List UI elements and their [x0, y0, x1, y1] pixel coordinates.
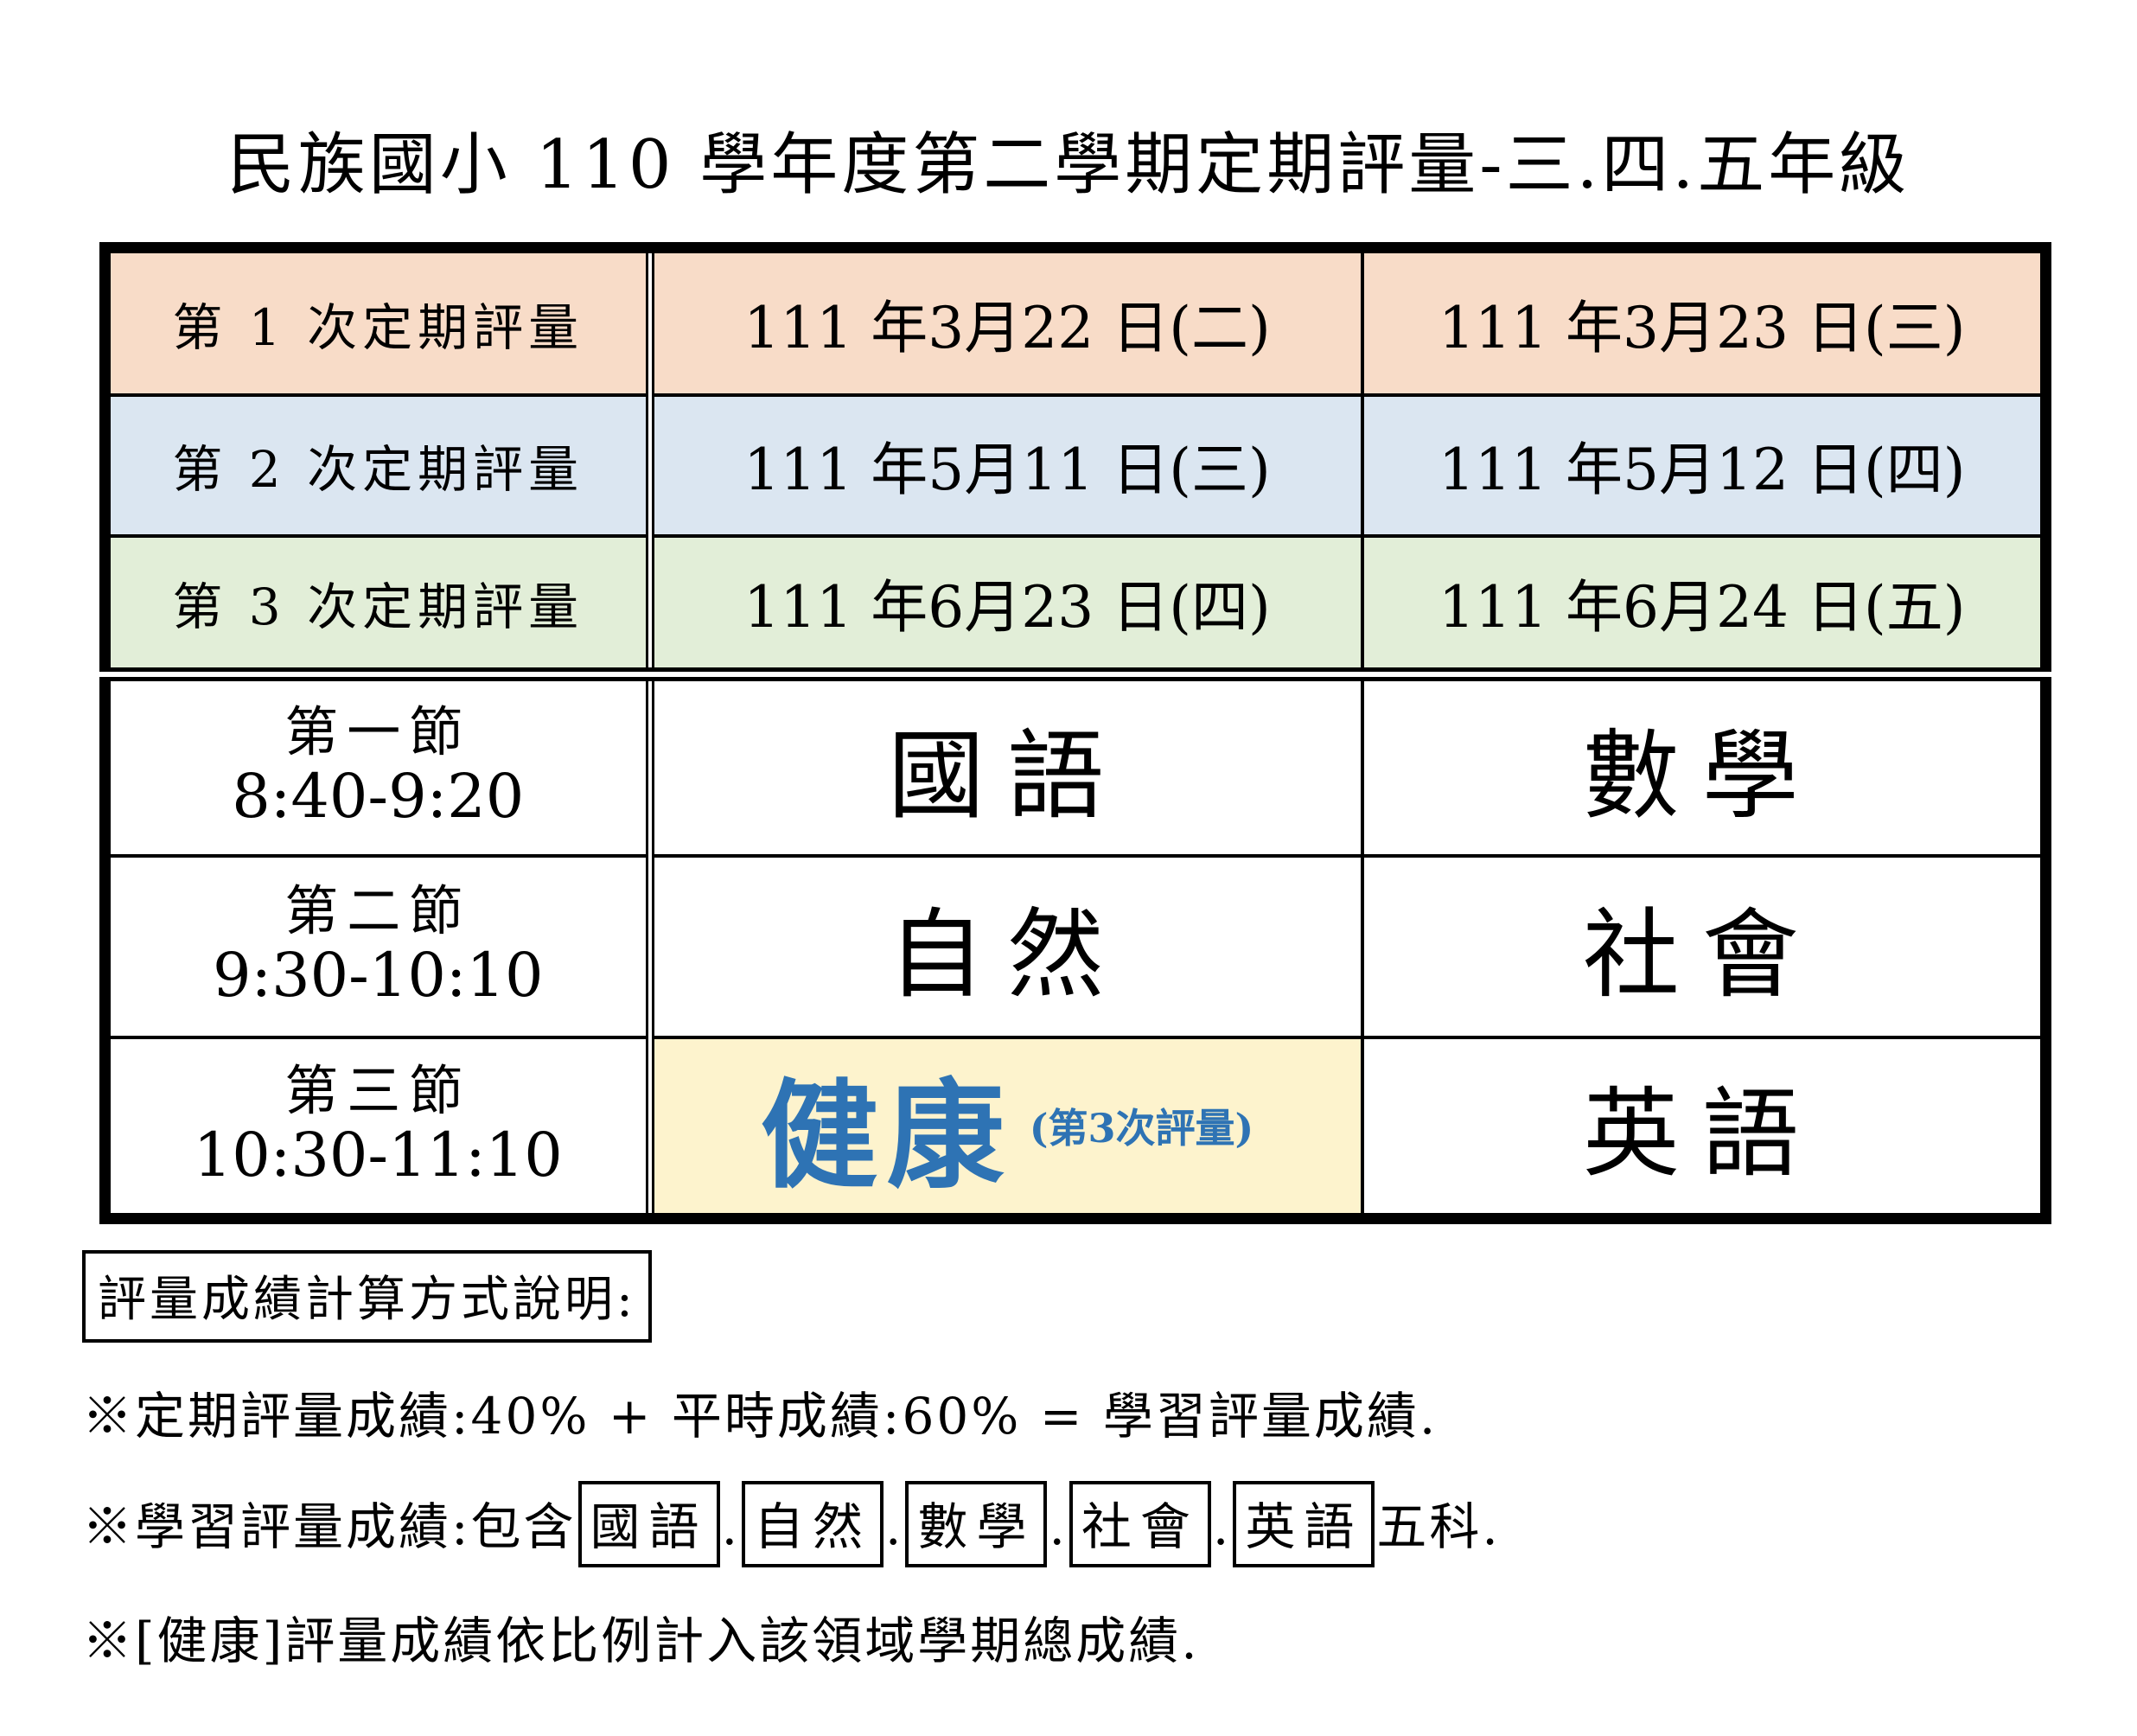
table-row-assessment-1: 第 1 次定期評量 111 年3月22 日(二) 111 年3月23 日(三) — [103, 246, 2048, 397]
note-separator: . — [721, 1497, 740, 1556]
note-separator: . — [1212, 1497, 1232, 1556]
period-time: 10:30-11:10 — [193, 1120, 563, 1191]
period-cell: 第二節 9:30-10:10 — [103, 853, 654, 1039]
exam-date-cell: 111 年3月23 日(三) — [1360, 246, 2048, 397]
exam-date-cell: 111 年5月11 日(三) — [647, 393, 1364, 538]
subject-cell-health: 健康 (第3次評量) — [647, 1035, 1364, 1221]
health-subject-note: (第3次評量) — [1029, 1105, 1254, 1152]
table-row-period-1: 第一節 8:40-9:20 國語 數學 — [103, 672, 2048, 858]
period-name: 第三節 — [284, 1058, 472, 1122]
exam-date-cell: 111 年3月22 日(二) — [647, 246, 1364, 397]
notes-heading: 評量成績計算方式說明: — [82, 1250, 652, 1343]
subject-cell: 英語 — [1360, 1035, 2048, 1221]
boxed-subject: 英語 — [1233, 1481, 1375, 1567]
boxed-subject: 自然 — [742, 1481, 884, 1567]
health-subject: 健康 — [760, 1066, 1013, 1205]
assessment-name-cell: 第 1 次定期評量 — [103, 246, 654, 397]
subject-cell: 社會 — [1360, 853, 2048, 1039]
boxed-subject: 數學 — [905, 1481, 1048, 1567]
period-cell: 第一節 8:40-9:20 — [103, 672, 654, 858]
table-row-assessment-2: 第 2 次定期評量 111 年5月11 日(三) 111 年5月12 日(四) — [103, 393, 2048, 538]
notes-section: 評量成績計算方式說明: ※定期評量成績:40% + 平時成績:60% = 學習評… — [82, 1250, 2137, 1673]
exam-date-cell: 111 年6月23 日(四) — [647, 533, 1364, 681]
assessment-name-cell: 第 2 次定期評量 — [103, 393, 654, 538]
note-line-3: ※[健康]評量成績依比例計入該領域學期總成績. — [82, 1612, 1200, 1670]
exam-schedule-table: 第 1 次定期評量 111 年3月22 日(二) 111 年3月23 日(三) … — [99, 242, 2051, 1224]
exam-date-cell: 111 年5月12 日(四) — [1360, 393, 2048, 538]
period-name: 第二節 — [284, 879, 472, 943]
subject-cell: 國語 — [647, 672, 1364, 858]
period-cell: 第三節 10:30-11:10 — [103, 1035, 654, 1221]
note-line-2-suffix: 五科. — [1376, 1497, 1501, 1556]
note-separator: . — [1049, 1497, 1068, 1556]
period-time: 9:30-10:10 — [212, 940, 544, 1012]
table-row-assessment-3: 第 3 次定期評量 111 年6月23 日(四) 111 年6月24 日(五) — [103, 533, 2048, 681]
note-line-2-prefix: ※學習評量成績:包含 — [82, 1497, 577, 1556]
table-row-period-3: 第三節 10:30-11:10 健康 (第3次評量) 英語 — [103, 1035, 2048, 1221]
period-name: 第一節 — [284, 700, 472, 764]
note-separator: . — [885, 1497, 904, 1556]
period-time: 8:40-9:20 — [232, 761, 525, 833]
exam-date-cell: 111 年6月24 日(五) — [1360, 533, 2048, 681]
table-row-period-2: 第二節 9:30-10:10 自然 社會 — [103, 853, 2048, 1039]
note-line-1: ※定期評量成績:40% + 平時成績:60% = 學習評量成績. — [82, 1387, 1438, 1446]
page-title: 民族國小 110 學年度第二學期定期評量-三.四.五年級 — [226, 126, 1911, 204]
assessment-name-cell: 第 3 次定期評量 — [103, 533, 654, 681]
subject-cell: 自然 — [647, 853, 1364, 1039]
boxed-subject: 國語 — [577, 1481, 720, 1567]
boxed-subject: 社會 — [1068, 1481, 1211, 1567]
note-line-2: ※學習評量成績:包含 國語. 自然. 數學. 社會. 英語 五科. — [82, 1481, 2137, 1567]
subject-cell: 數學 — [1360, 672, 2048, 858]
